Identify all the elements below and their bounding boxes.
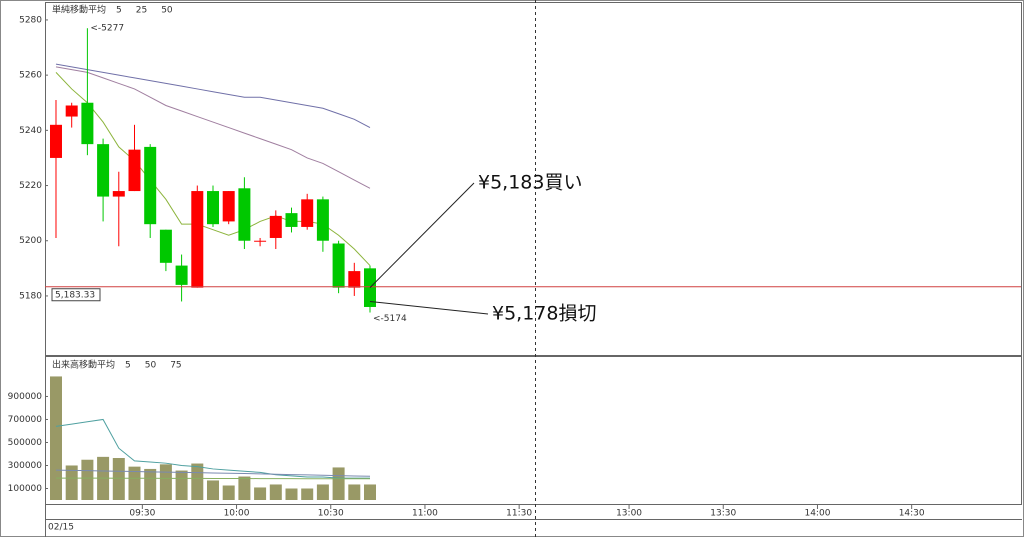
candle-body: [285, 213, 298, 227]
y-tick-label: 900000: [8, 392, 43, 402]
candle-body: [348, 271, 361, 288]
volume-bar: [285, 488, 298, 500]
y-tick-label: 5280: [19, 15, 42, 25]
ma-line: [55, 66, 371, 189]
candle-body: [97, 144, 110, 197]
y-tick-label: 700000: [8, 415, 43, 425]
date-label: 02/15: [48, 523, 74, 533]
candle-body: [238, 188, 251, 241]
volume-bar: [81, 459, 94, 500]
ma-line: [55, 469, 371, 477]
x-tick-label: 13:00: [616, 509, 642, 519]
ma-line: [55, 63, 371, 129]
candle-body: [316, 199, 329, 241]
order-label: ¥5,183買い: [478, 172, 582, 194]
y-tick-label: 100000: [8, 484, 43, 494]
x-tick-label: 14:30: [899, 509, 925, 519]
volume-bar: [348, 484, 361, 500]
extreme-label: <-5174: [373, 314, 407, 324]
extreme-label: <-5277: [90, 24, 124, 34]
candle-body: [301, 199, 314, 227]
legend-entry: 5: [116, 6, 122, 16]
candle-body: [332, 243, 345, 288]
candle-body: [128, 149, 141, 192]
volume-bar: [175, 470, 188, 500]
legend-entry: 25: [136, 6, 147, 16]
candle-body: [49, 124, 62, 158]
ma-line: [55, 418, 370, 479]
volume-bar: [254, 487, 267, 500]
volume-bar: [269, 484, 282, 500]
y-tick-label: 5180: [19, 291, 42, 301]
order-line: [369, 300, 489, 315]
volume-panel: [45, 356, 1022, 505]
y-tick-label: 5200: [19, 236, 42, 246]
candle-body: [191, 191, 204, 288]
volume-bar: [159, 464, 172, 500]
volume-bar: [222, 485, 235, 500]
x-tick-label: 10:30: [318, 509, 344, 519]
last-price-label: 5,183.33: [55, 291, 95, 301]
volume-bar: [128, 466, 141, 500]
candle-body: [144, 146, 157, 225]
volume-bar: [191, 463, 204, 500]
legend-entry: 50: [145, 361, 157, 371]
y-tick-label: 5240: [19, 126, 42, 136]
candle-body: [222, 191, 235, 222]
volume-bar: [301, 488, 314, 500]
candle-body: [65, 105, 78, 117]
ma-line: [55, 477, 370, 480]
y-tick-label: 5260: [19, 71, 42, 81]
x-tick-label: 11:30: [506, 509, 532, 519]
candle-body: [81, 102, 94, 145]
volume-bar: [238, 476, 251, 500]
candle-body: [269, 215, 282, 238]
volume-bar: [49, 376, 62, 500]
candle-body: [175, 265, 188, 285]
volume-bar: [65, 465, 78, 500]
x-tick-label: 09:30: [129, 509, 155, 519]
order-line: [369, 182, 475, 289]
last-price-box: [51, 288, 101, 302]
price-panel: [45, 2, 1022, 356]
volume-bar: [144, 468, 157, 500]
y-tick-label: 300000: [8, 461, 43, 471]
x-tick-label: 14:00: [804, 509, 830, 519]
volume-bar: [206, 480, 219, 500]
volume-bar: [364, 484, 376, 500]
volume-bar: [316, 484, 329, 500]
candle-body: [112, 191, 125, 197]
candle-body: [206, 191, 219, 225]
volume-bar: [332, 467, 345, 500]
x-tick-label: 11:00: [412, 509, 438, 519]
order-label: ¥5,178損切: [492, 303, 596, 325]
legend-entry: 50: [161, 6, 173, 16]
candle-body: [159, 229, 172, 263]
legend-entry: 5: [125, 361, 131, 371]
x-tick-label: 10:00: [224, 509, 250, 519]
volume-bar: [112, 458, 125, 500]
x-tick-label: 13:30: [710, 509, 736, 519]
y-tick-label: 500000: [8, 438, 43, 448]
legend-title: 出来高移動平均: [52, 359, 115, 371]
y-tick-label: 5220: [19, 181, 42, 191]
legend-entry: 75: [170, 361, 181, 371]
legend-title: 単純移動平均: [52, 4, 106, 16]
candle-body: [254, 240, 267, 242]
